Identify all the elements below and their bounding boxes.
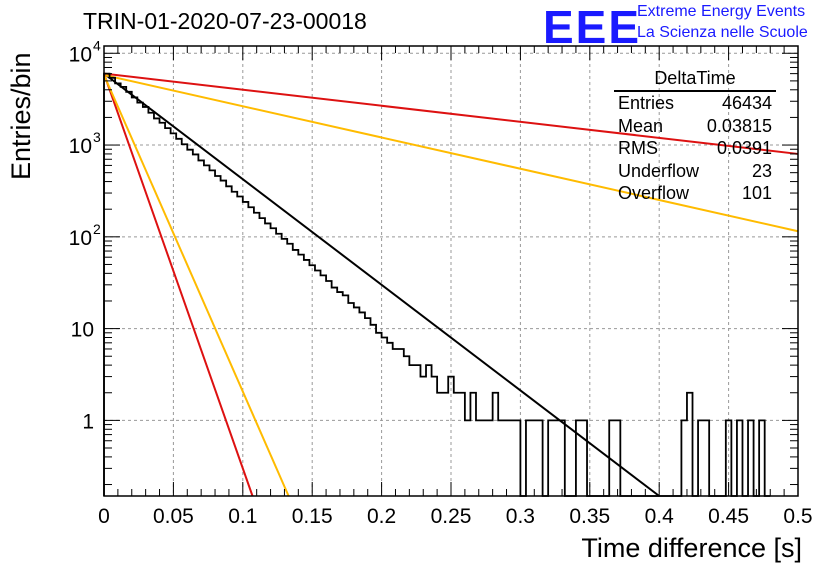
stats-row-value: 0.0391 xyxy=(716,138,772,158)
x-tick-label: 0.3 xyxy=(506,505,535,528)
logo-line-2: La Scienza nelle Scuole xyxy=(637,24,808,41)
y-tick-label: 10 xyxy=(69,43,92,66)
x-tick-label: 0 xyxy=(98,505,110,528)
fit-line xyxy=(103,74,290,497)
eee-logo: EEE xyxy=(543,1,642,53)
x-tick-label: 0.1 xyxy=(228,505,257,528)
x-tick-label: 0.4 xyxy=(645,505,675,528)
y-tick-label-exponent: 3 xyxy=(93,129,101,145)
axis-ticks xyxy=(103,46,799,496)
stats-row-value: 101 xyxy=(741,183,772,203)
logo-line-1: Extreme Energy Events xyxy=(637,3,806,20)
x-tick-label: 0.05 xyxy=(153,505,194,528)
stats-row: Mean 0.03815 xyxy=(611,115,779,138)
y-tick-label: 10 xyxy=(69,227,92,250)
fit-line xyxy=(103,72,799,155)
y-tick-label-exponent: 2 xyxy=(93,221,101,237)
fit-lines xyxy=(103,72,799,497)
x-tick-label: 0.15 xyxy=(292,505,333,528)
y-axis-label: Entries/bin xyxy=(6,52,36,180)
x-tick-label: 0.35 xyxy=(569,505,610,528)
x-tick-label: 0.2 xyxy=(367,505,396,528)
stats-row-label: Mean xyxy=(618,115,664,136)
stats-row-label: Entries xyxy=(618,93,675,113)
y-tick-label: 1 xyxy=(82,410,94,433)
x-tick-label: 0.25 xyxy=(431,505,472,528)
stats-box: DeltaTime Entries 46434 Mean 0.03815 RMS 0.03… xyxy=(611,68,779,205)
stats-rows: Entries 46434 Mean 0.03815 RMS 0.0391 Underflo… xyxy=(611,92,779,205)
fit-line xyxy=(103,73,254,497)
stats-row-label: RMS xyxy=(618,138,658,158)
stats-row-label: Underflow xyxy=(618,160,700,181)
stats-row-value: 23 xyxy=(751,160,772,181)
x-axis-label: Time difference [s] xyxy=(581,533,802,563)
stats-row: Underflow 23 xyxy=(611,160,779,183)
stats-title: DeltaTime xyxy=(614,68,776,92)
stats-row: Entries 46434 xyxy=(611,92,779,115)
stats-row-value: 0.03815 xyxy=(706,115,772,136)
stats-row: Overflow 101 xyxy=(611,182,779,205)
x-tick-label: 0.5 xyxy=(783,505,812,528)
x-tick-label: 0.45 xyxy=(708,505,749,528)
y-tick-label-exponent: 4 xyxy=(93,37,101,53)
fit-line xyxy=(103,72,660,497)
stats-row-label: Overflow xyxy=(618,183,690,203)
fit-line xyxy=(103,74,799,233)
stats-row: RMS 0.0391 xyxy=(611,137,779,160)
stats-row-value: 46434 xyxy=(721,93,772,113)
plot-title: TRIN-01-2020-07-23-00018 xyxy=(83,8,367,34)
x-tick-labels: 0 0.05 0.1 0.15 0.2 0.25 0.3 0.35 0.4 0.45 0.5 xyxy=(98,505,812,528)
y-tick-label: 10 xyxy=(71,319,94,342)
y-tick-label: 10 xyxy=(69,135,92,158)
